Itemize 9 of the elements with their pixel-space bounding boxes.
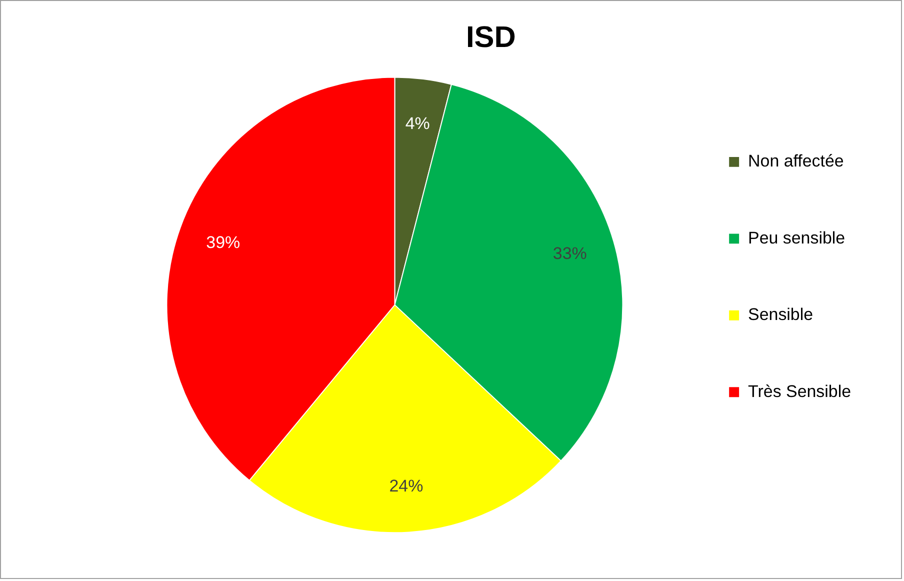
chart-title: ISD [466, 21, 516, 54]
data-label: 39% [206, 232, 240, 252]
legend-label: Peu sensible [748, 228, 846, 248]
data-label: 4% [405, 114, 430, 133]
legend-label: Sensible [748, 305, 814, 324]
data-label: 33% [552, 244, 587, 263]
legend-label: Non affectée [748, 152, 844, 171]
legend-label: Très Sensible [748, 382, 852, 401]
data-label: 24% [389, 476, 424, 496]
